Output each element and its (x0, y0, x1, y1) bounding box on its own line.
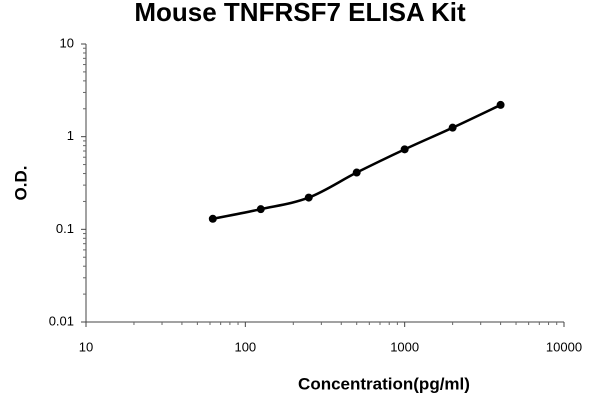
data-point (448, 123, 457, 132)
y-tick-label: 10 (60, 35, 74, 50)
data-point (304, 193, 313, 202)
data-point (352, 168, 361, 177)
x-tick-label: 10 (79, 339, 93, 354)
data-point (256, 205, 265, 214)
y-tick-label: 1 (67, 128, 74, 143)
data-point (496, 100, 505, 109)
data-point (400, 145, 409, 154)
y-tick-label: 0.1 (56, 221, 74, 236)
x-tick-label: 10000 (546, 339, 582, 354)
x-tick-label: 1000 (390, 339, 419, 354)
x-axis-label: Concentration(pg/ml) (298, 374, 470, 393)
fit-curve (212, 103, 502, 221)
x-tick-label: 100 (234, 339, 256, 354)
y-axis-label: O.D. (11, 166, 30, 201)
data-point (208, 214, 217, 223)
chart-title: Mouse TNFRSF7 ELISA Kit (134, 0, 466, 27)
y-tick-label: 0.01 (49, 313, 74, 328)
